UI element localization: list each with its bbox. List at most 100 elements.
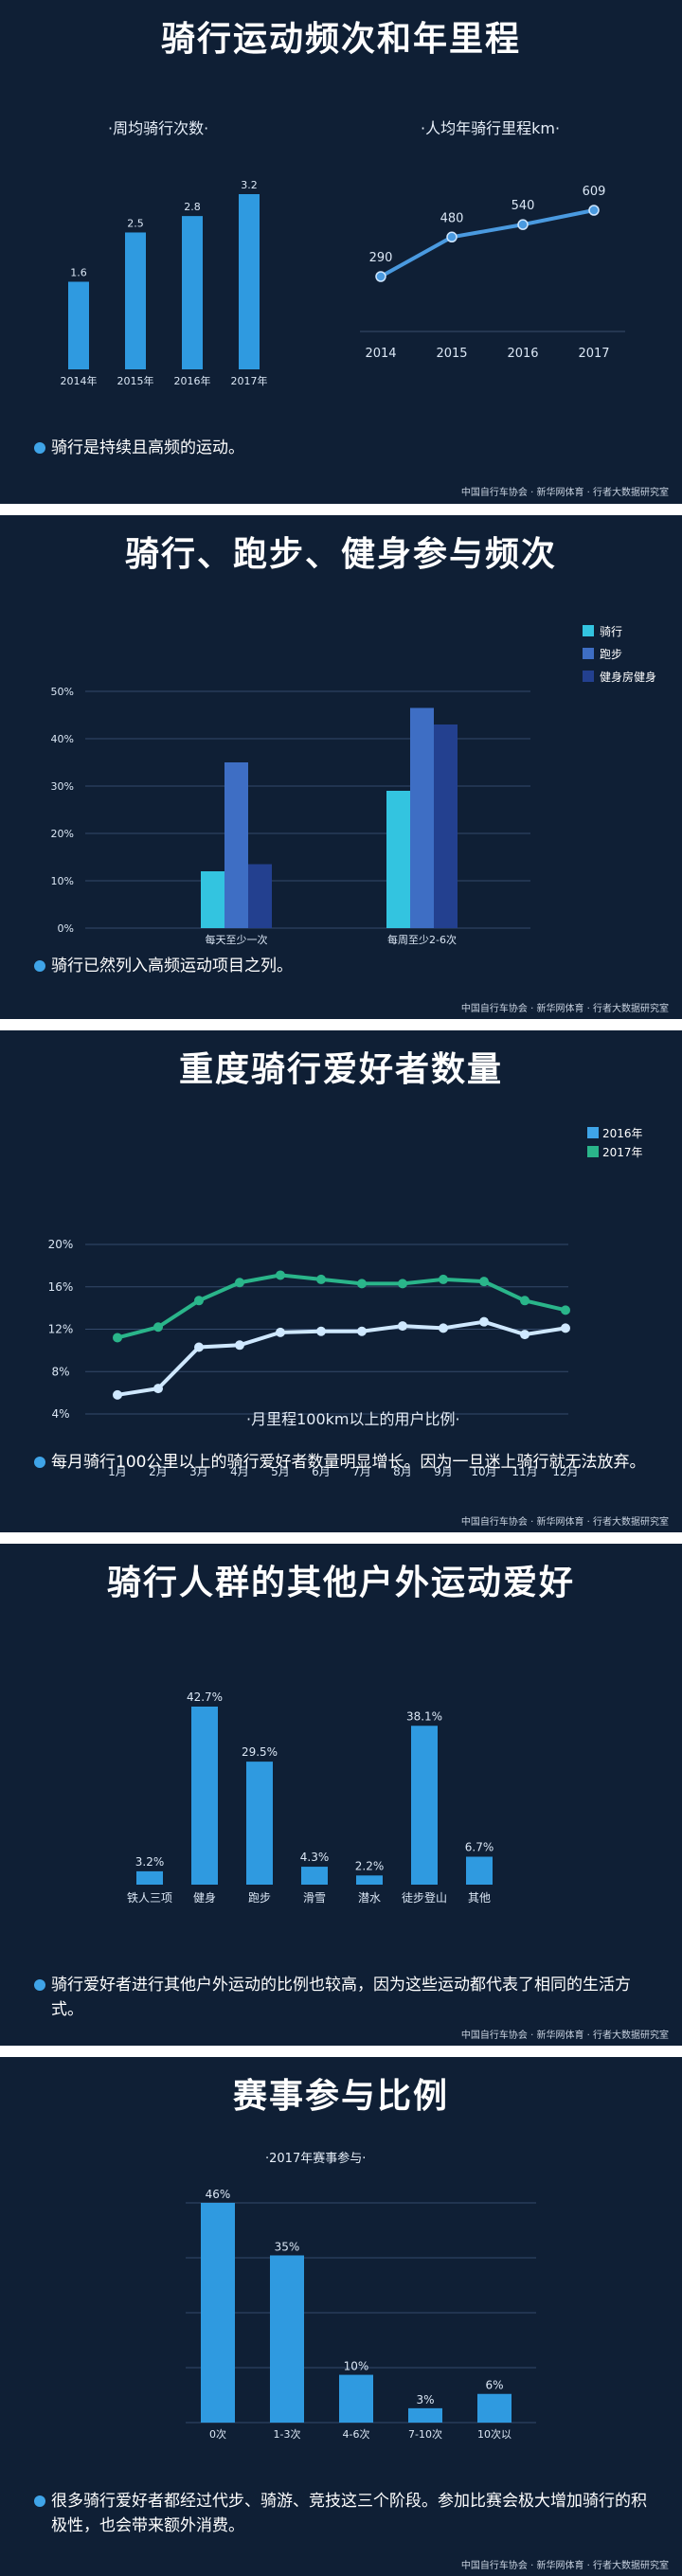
weekly-rides-bar-chart: 1.6 2014年 2.5 2015年 2.8 2016年 3.2 2017年 [61,179,268,387]
bar [191,1707,218,1885]
panel-race-participation: 赛事参与比例 ·2017年赛事参与· 46% 0次 35% 1-3次 10% 4-6次 3%… [0,2057,682,2576]
data-point [153,1384,163,1394]
data-point [113,1389,122,1400]
legend-swatch [583,671,594,682]
x-tick-label: 2016年 [174,374,211,387]
legend-swatch [583,648,594,659]
bar [68,281,89,369]
data-label: 3% [416,2393,434,2406]
data-point [479,1277,489,1287]
data-point [520,1296,529,1306]
data-label: 3.2% [135,1855,165,1869]
bar [386,791,410,928]
x-tick-label: 2014 [365,347,396,361]
bar [301,1867,328,1885]
x-tick-label: 2017年 [231,374,268,387]
data-point [316,1274,326,1284]
race-participation-bar-chart: 46% 0次 35% 1-3次 10% 4-6次 3% 7-10次 6% 10次以 [186,2188,536,2441]
data-label: 46% [206,2188,231,2201]
chart-subtitle-mileage: ·人均年骑行里程km· [421,119,561,137]
x-tick-label: 12月 [552,1465,578,1478]
x-tick-label: 4-6次 [343,2427,370,2441]
bar [201,2203,235,2423]
chart-subtitle-weekly: ·周均骑行次数· [108,119,209,137]
data-label: 35% [275,2240,300,2253]
y-tick-label: 8% [51,1365,69,1378]
data-point [479,1316,489,1327]
data-point [398,1279,407,1289]
bullet-icon [34,442,45,454]
panel-participation: 骑行、跑步、健身参与频次 0% 10% 20% 30% 40% 50% 每天至少一次 每周至少… [0,515,682,1019]
other-sports-bar-chart: 3.2% 铁人三项 42.7% 健身 29.5% 跑步 4.3% 滑雪 2.2% 潜水 38.1% 徒… [127,1690,494,1905]
chart-subtitle: ·月里程100km以上的用户比例· [246,1410,460,1428]
bar [339,2374,373,2423]
data-point [398,1321,407,1332]
y-tick-label: 10% [51,875,74,887]
source-credit: 中国自行车协会 · 新华网体育 · 行者大数据研究室 [460,488,669,498]
x-tick-label: 1月 [108,1465,127,1478]
data-label: 480 [440,211,464,225]
data-label: 1.6 [70,267,87,279]
panel-title: 重度骑行爱好者数量 [178,1050,503,1089]
x-tick-label: 2014年 [61,374,98,387]
legend-swatch [587,1146,599,1157]
bar [239,194,260,369]
y-tick-label: 20% [51,828,74,840]
data-point [520,1330,529,1340]
data-label: 609 [583,185,606,199]
bar [246,1762,273,1885]
series-line [380,208,595,278]
x-tick-label: 7-10次 [408,2427,442,2441]
x-tick-label: 5月 [271,1465,290,1478]
panel-note: 骑行已然列入高频运动项目之列。 [51,957,293,975]
y-tick-label: 4% [51,1407,69,1421]
x-tick-label: 跑步 [248,1891,271,1905]
bar [411,1726,438,1885]
legend-label: 2017年 [602,1146,643,1159]
bar [270,2255,304,2423]
y-tick-label: 0% [58,922,74,935]
data-label: 6% [485,2379,503,2392]
x-tick-label: 7月 [352,1465,371,1478]
data-label: 38.1% [406,1709,442,1723]
x-tick-label: 1-3次 [274,2427,301,2441]
bar [136,1870,163,1885]
data-label: 3.2 [241,179,258,191]
bar [201,871,224,928]
data-point [439,1274,448,1284]
x-tick-label: 滑雪 [303,1891,326,1905]
data-point [517,219,529,230]
bullet-icon [34,2496,45,2507]
data-point [588,205,600,216]
data-point [113,1333,122,1343]
bullet-icon [34,960,45,972]
x-tick-label: 2月 [149,1465,168,1478]
bar [356,1875,383,1885]
data-label: 4.3% [300,1851,330,1864]
data-point [235,1278,244,1288]
legend-swatch [583,625,594,636]
x-tick-label: 2015 [436,347,467,361]
data-point [276,1327,285,1337]
source-credit: 中国自行车协会 · 新华网体育 · 行者大数据研究室 [460,1004,669,1014]
data-label: 290 [369,251,393,265]
x-tick-label: 徒步登山 [402,1890,447,1905]
y-tick-label: 40% [51,733,74,745]
x-tick-label: 10月 [471,1465,496,1478]
data-label: 540 [512,199,535,213]
data-label: 2.8 [184,201,201,213]
bar [477,2393,512,2423]
x-tick-label: 其他 [468,1891,491,1905]
x-tick-label: 9月 [434,1465,453,1478]
y-tick-label: 12% [48,1323,74,1336]
data-label: 2.2% [355,1859,385,1872]
bullet-icon [34,1457,45,1468]
data-point [446,231,458,243]
x-tick-label: 8月 [393,1465,412,1478]
y-tick-label: 50% [51,686,74,698]
x-tick-label: 10次以 [477,2427,512,2441]
legend-label: 跑步 [600,648,622,661]
y-tick-label: 16% [48,1280,74,1294]
bar [408,2407,442,2423]
x-tick-label: 2017 [578,347,609,361]
